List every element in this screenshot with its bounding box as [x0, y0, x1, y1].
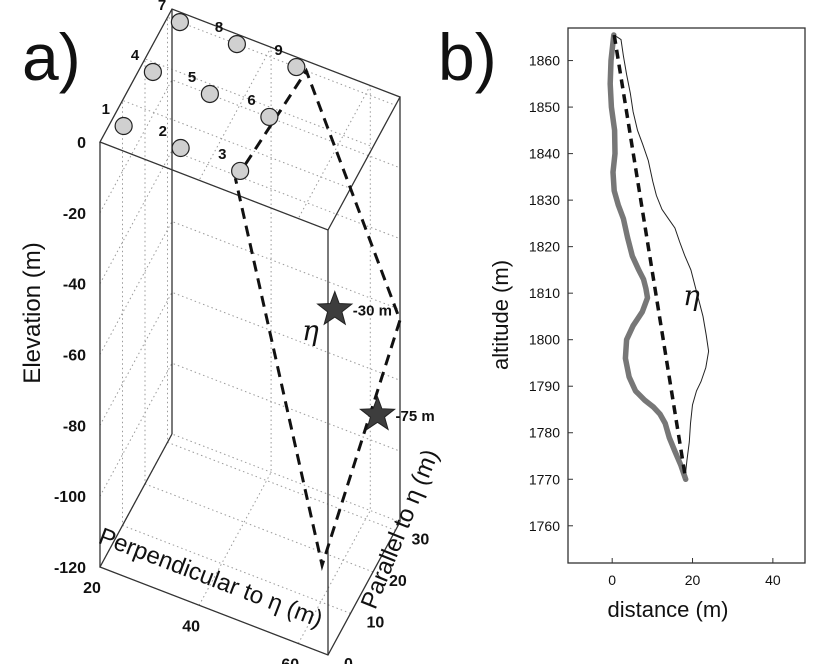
- sensor-point: [200, 84, 219, 104]
- panel-a-eta-plane: [233, 67, 402, 572]
- panel-a-sensors: 1 2 3 4 5 6 7 8 9: [102, 0, 306, 181]
- x-tick-label: 20: [83, 580, 101, 597]
- panel-b-ylabel: altitude (m): [488, 260, 513, 370]
- x-tick-label: 20: [685, 572, 701, 588]
- sensor-label: 7: [158, 0, 166, 14]
- y-tick-label: 1810: [529, 285, 560, 301]
- sensor-point: [260, 107, 279, 127]
- sensor-point: [227, 34, 246, 54]
- z-gridline: [99, 220, 401, 355]
- panel-a-box: [99, 8, 401, 656]
- sensor-label: 8: [215, 19, 223, 36]
- panel-b-ticks: 1760 1770 1780 1790 1800 1810 1820 1830 1840 1850…: [529, 53, 781, 588]
- panel-b-xlabel: distance (m): [607, 597, 728, 622]
- y-tick-label: 30: [412, 531, 430, 548]
- x-tick-label: 40: [182, 618, 200, 635]
- z-gridline: [99, 362, 401, 497]
- sensor-point: [287, 57, 306, 77]
- y-tick-label: 1780: [529, 425, 560, 441]
- z-gridline: [99, 150, 401, 284]
- eta-dashed-outline: [233, 67, 402, 572]
- sensor-label: 9: [274, 42, 282, 59]
- panel-b-series: [607, 32, 710, 483]
- x-tick-label: 0: [608, 572, 616, 588]
- star-marker: [359, 395, 396, 431]
- sensor-label: 6: [247, 92, 255, 109]
- x-tick-label: 40: [765, 572, 781, 588]
- series-thin-outline: [613, 34, 710, 480]
- z-tick-label: -120: [54, 560, 86, 577]
- panel-b-eta-annotation: η: [683, 279, 700, 312]
- series-dashed-line: [612, 34, 688, 480]
- sensor-label: 4: [131, 47, 140, 64]
- panel-a-eta-annotation: η: [302, 314, 319, 347]
- sensor-point: [114, 116, 133, 136]
- star-marker: [316, 290, 354, 326]
- z-tick-label: -20: [63, 206, 86, 223]
- x-gridline: [99, 8, 173, 568]
- sensor-point: [143, 62, 162, 82]
- y-tick-label: 1860: [529, 53, 560, 69]
- y-tick-label: 1840: [529, 146, 560, 162]
- z-tick-label: 0: [77, 135, 86, 152]
- bottom-edges: [99, 433, 401, 656]
- y-tick-label: 1830: [529, 192, 560, 208]
- y-tick-label: 10: [367, 614, 385, 631]
- panel-a-zlabel: Elevation (m): [19, 242, 46, 383]
- sensor-point: [231, 161, 250, 181]
- panel-b-profile-plot: b) 1760177017801790180018101820183018401…: [438, 20, 806, 622]
- y-tick-label: 1760: [529, 518, 560, 534]
- x-tick-label: 60: [281, 657, 299, 664]
- y-gridline: [122, 99, 351, 614]
- z-tick-label: -80: [63, 418, 86, 435]
- sensor-point: [171, 138, 190, 158]
- y-tick-label: 20: [389, 573, 407, 590]
- panel-b-label: b): [438, 20, 497, 94]
- y-tick-label: 1820: [529, 239, 560, 255]
- z-tick-label: -60: [63, 348, 86, 365]
- sensor-label: 1: [102, 101, 110, 118]
- star-depth-label: -75 m: [396, 408, 435, 425]
- y-tick-label: 1800: [529, 332, 560, 348]
- y-tick-label: 1770: [529, 471, 560, 487]
- y-tick-label: 1850: [529, 99, 560, 115]
- panel-b-axes-frame: [567, 27, 806, 564]
- sensor-label: 2: [159, 123, 167, 140]
- sensor-label: 5: [188, 69, 196, 86]
- y-tick-label: 0: [344, 656, 353, 664]
- sensor-label: 3: [218, 146, 226, 163]
- x-gridline: [198, 47, 272, 606]
- y-gridline: [167, 16, 396, 531]
- sensor-point: [170, 12, 189, 32]
- z-tick-label: -40: [63, 277, 86, 294]
- y-gridline: [144, 58, 374, 573]
- star-depth-label: -30 m: [353, 303, 392, 320]
- z-gridline: [99, 79, 401, 214]
- y-tick-label: 1790: [529, 378, 560, 394]
- panel-a-3d-plot: a) 1 2 3 4 5 6 7 8 9 -30 m -75 m 0 -20 -40 -60 -80 -10…: [19, 0, 444, 664]
- panel-a-label: a): [22, 20, 81, 94]
- series-thick-gray: [607, 32, 689, 483]
- panel-a-stars: -30 m -75 m: [316, 290, 435, 431]
- panel-a-ticks: 0 -20 -40 -60 -80 -100 -120 20 40 60 0 10 20 30: [54, 135, 429, 664]
- z-tick-label: -100: [54, 489, 86, 506]
- z-gridline: [99, 291, 401, 426]
